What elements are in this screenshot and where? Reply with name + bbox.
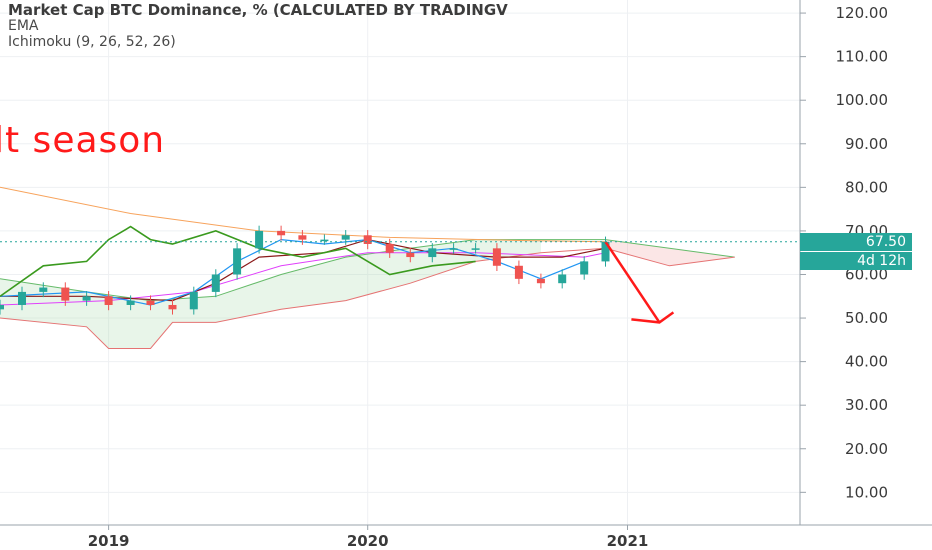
x-tick-label: 2020 [347, 532, 389, 550]
time-axis[interactable]: 2019 2020 2021 [88, 525, 649, 550]
candle-body [277, 230, 286, 236]
candles [0, 225, 610, 315]
alt-season-annotation[interactable]: lt season [0, 120, 166, 161]
candle-body [536, 278, 545, 284]
candle-body [0, 304, 4, 310]
candle-body [341, 235, 350, 240]
candle-body [298, 235, 307, 240]
candle-body [428, 248, 437, 258]
y-tick-label: 10.00 [845, 483, 888, 501]
cloud-red-area [605, 239, 735, 266]
candle-body [406, 252, 415, 258]
candle-body [61, 287, 70, 301]
y-tick-label: 30.00 [845, 396, 888, 414]
chart-legend[interactable]: Market Cap BTC Dominance, % (CALCULATED … [8, 2, 508, 50]
y-tick-label: 90.00 [845, 135, 888, 153]
cloud-green-area [0, 239, 541, 349]
y-tick-label: 60.00 [845, 265, 888, 283]
candle-body [104, 296, 113, 305]
arrow-shaft [604, 241, 661, 324]
candle-body [363, 235, 372, 244]
y-tick-label: 40.00 [845, 353, 888, 371]
candle-body [255, 230, 264, 249]
ema-indicator-label[interactable]: EMA [8, 18, 39, 34]
projection-arrow [604, 241, 675, 324]
candle-body [492, 248, 501, 266]
candle-body [82, 296, 91, 301]
candle-body [211, 274, 220, 292]
x-tick-label: 2019 [88, 532, 130, 550]
candle-body [601, 241, 610, 262]
candle-body [39, 287, 48, 292]
grid-lines [0, 0, 800, 525]
candle-body [471, 248, 480, 250]
candle-body [558, 274, 567, 284]
y-tick-label: 50.00 [845, 309, 888, 327]
candle-body [168, 304, 177, 310]
candle-body [514, 265, 523, 279]
y-tick-label: 20.00 [845, 440, 888, 458]
x-tick-label: 2021 [607, 532, 649, 550]
y-tick-label: 110.00 [836, 48, 889, 66]
last-price-tag: 67.50 [800, 232, 912, 251]
price-axis[interactable]: 10.0020.0030.0040.0050.0060.0070.0080.00… [800, 4, 888, 501]
candle-body [233, 248, 242, 275]
arrow-head [631, 311, 675, 324]
y-tick-label: 80.00 [845, 178, 888, 196]
y-tick-label: 120.00 [836, 4, 889, 22]
symbol-title[interactable]: Market Cap BTC Dominance, % (CALCULATED … [8, 1, 508, 19]
ema-line [0, 186, 606, 243]
y-tick-label: 100.00 [836, 91, 889, 109]
ichimoku-indicator-label[interactable]: Ichimoku (9, 26, 52, 26) [8, 34, 176, 50]
candle-body [126, 300, 135, 305]
candle-body [146, 300, 155, 305]
candle-body [449, 248, 458, 250]
bar-countdown-tag: 4d 12h [800, 251, 912, 270]
candle-body [320, 239, 329, 242]
candle-body [189, 291, 198, 310]
candle-body [18, 291, 27, 305]
candle-body [580, 261, 589, 275]
candle-body [385, 243, 394, 253]
chikou-line [0, 225, 476, 297]
cloud-bottom-line [0, 247, 735, 349]
